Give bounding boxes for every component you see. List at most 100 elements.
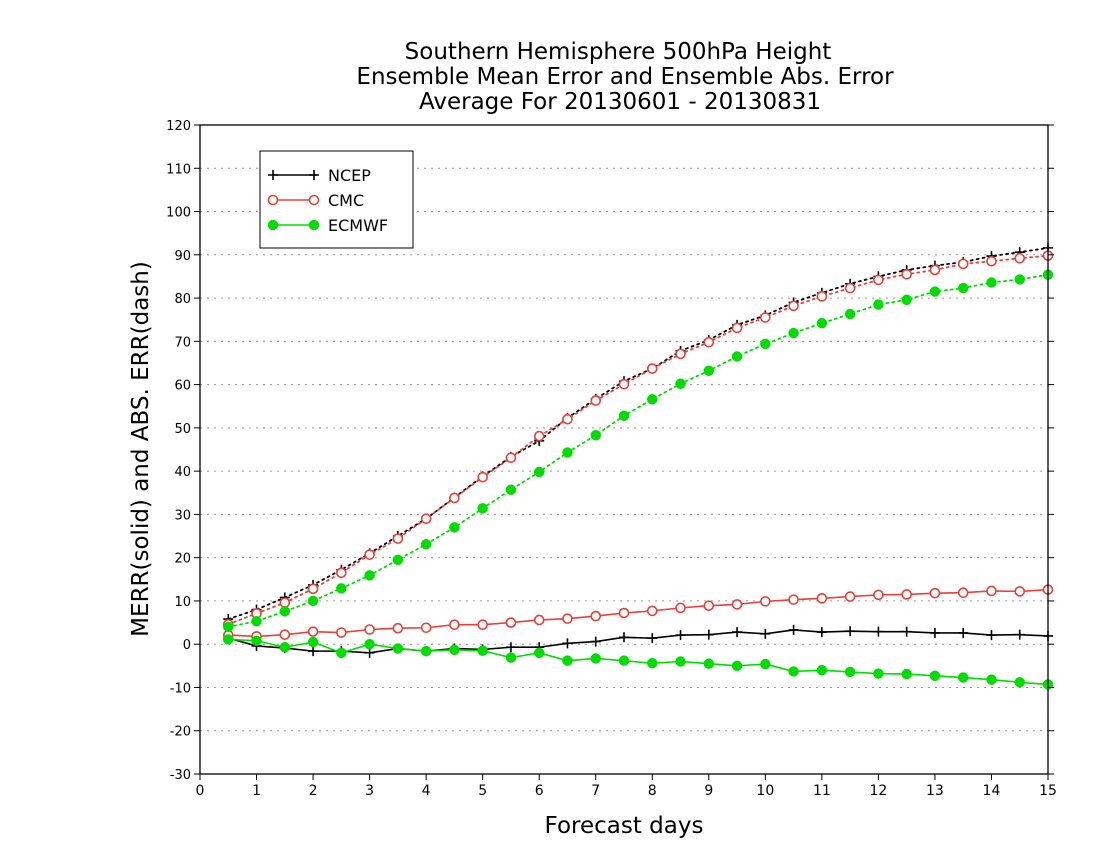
y-tick-label: -10 — [170, 681, 191, 696]
data-point — [788, 624, 799, 635]
data-point — [449, 492, 460, 504]
x-tick-label: 13 — [926, 783, 944, 799]
x-tick-label: 6 — [535, 783, 544, 799]
series-ecmwf — [223, 269, 1054, 690]
data-point — [307, 595, 319, 607]
data-point — [929, 264, 941, 276]
data-point — [929, 286, 941, 297]
x-tick-label: 2 — [309, 783, 318, 799]
data-point — [279, 597, 291, 608]
data-point — [308, 646, 319, 657]
data-point — [364, 647, 375, 658]
data-point — [873, 589, 884, 601]
data-point — [505, 652, 517, 663]
data-point — [703, 600, 715, 611]
data-point — [816, 664, 828, 676]
data-point — [986, 630, 997, 641]
data-point — [929, 670, 941, 682]
data-point — [477, 645, 488, 656]
x-tick-label: 15 — [1039, 783, 1057, 799]
data-point — [364, 570, 375, 581]
data-point — [788, 300, 799, 312]
data-point — [845, 626, 856, 637]
y-tick-label: -20 — [170, 725, 191, 740]
series-line-abs-error-ncep — [227, 246, 1049, 621]
grid — [200, 167, 1048, 732]
y-tick-label: 30 — [174, 508, 191, 523]
data-point — [957, 672, 969, 683]
data-point — [477, 503, 488, 514]
data-point — [533, 466, 545, 478]
data-point — [449, 522, 460, 533]
data-point — [675, 656, 686, 667]
data-point — [618, 655, 630, 666]
data-point — [562, 613, 573, 624]
data-point — [619, 632, 629, 643]
data-point — [731, 599, 743, 610]
x-axis-label: Forecast days — [545, 813, 704, 839]
plot-frame — [199, 124, 1049, 775]
series-line-abs-error-cmc — [227, 254, 1049, 626]
data-point — [307, 583, 319, 595]
data-point — [957, 258, 969, 270]
y-tick-label: 120 — [166, 119, 191, 134]
x-tick-label: 5 — [478, 783, 487, 799]
data-point — [267, 194, 279, 206]
data-point — [533, 647, 545, 659]
data-point — [251, 616, 262, 627]
data-point — [703, 658, 715, 669]
data-point — [731, 351, 743, 362]
x-tick-label: 12 — [869, 783, 887, 799]
data-point — [449, 619, 460, 631]
data-point — [675, 602, 686, 614]
data-point — [307, 626, 319, 637]
data-point — [986, 255, 997, 267]
data-point — [336, 627, 347, 638]
series-line-mean-error-ecmwf — [228, 638, 1049, 686]
data-point — [788, 666, 799, 677]
data-point — [844, 282, 856, 294]
data-point — [420, 513, 432, 525]
series-cmc — [222, 250, 1054, 642]
chart-title-line-2: Ensemble Mean Error and Ensemble Abs. Er… — [356, 64, 894, 90]
data-point — [1014, 677, 1025, 688]
series-line-abs-error-ecmwf — [227, 273, 1049, 628]
data-point — [844, 591, 856, 602]
data-point — [279, 629, 291, 640]
data-point — [533, 430, 545, 442]
data-point — [675, 630, 686, 641]
data-point — [901, 589, 912, 600]
y-tick-label: 0 — [183, 638, 191, 653]
data-point — [760, 312, 771, 323]
data-point — [420, 622, 432, 634]
data-point — [307, 636, 319, 648]
data-point — [647, 633, 658, 644]
x-tick-label: 3 — [365, 783, 374, 799]
data-point — [223, 634, 234, 645]
data-point — [1014, 274, 1025, 285]
y-tick-label: 10 — [174, 595, 191, 610]
data-point — [449, 644, 460, 656]
data-point — [420, 645, 432, 657]
data-point — [392, 643, 404, 654]
data-point — [392, 554, 404, 566]
data-point — [901, 268, 912, 280]
data-point — [703, 336, 715, 348]
data-point — [336, 583, 347, 594]
data-point — [873, 299, 884, 310]
data-point — [223, 621, 234, 633]
data-point — [505, 452, 517, 464]
data-point — [958, 627, 969, 638]
data-point — [392, 622, 404, 634]
data-point — [703, 629, 714, 640]
data-point — [788, 594, 799, 605]
data-point — [901, 626, 912, 637]
data-point — [760, 628, 771, 639]
data-point — [618, 410, 630, 422]
data-point — [760, 596, 771, 607]
series-line-mean-error-cmc — [228, 588, 1049, 638]
x-tick-label: 14 — [983, 783, 1001, 799]
data-point — [562, 638, 573, 649]
